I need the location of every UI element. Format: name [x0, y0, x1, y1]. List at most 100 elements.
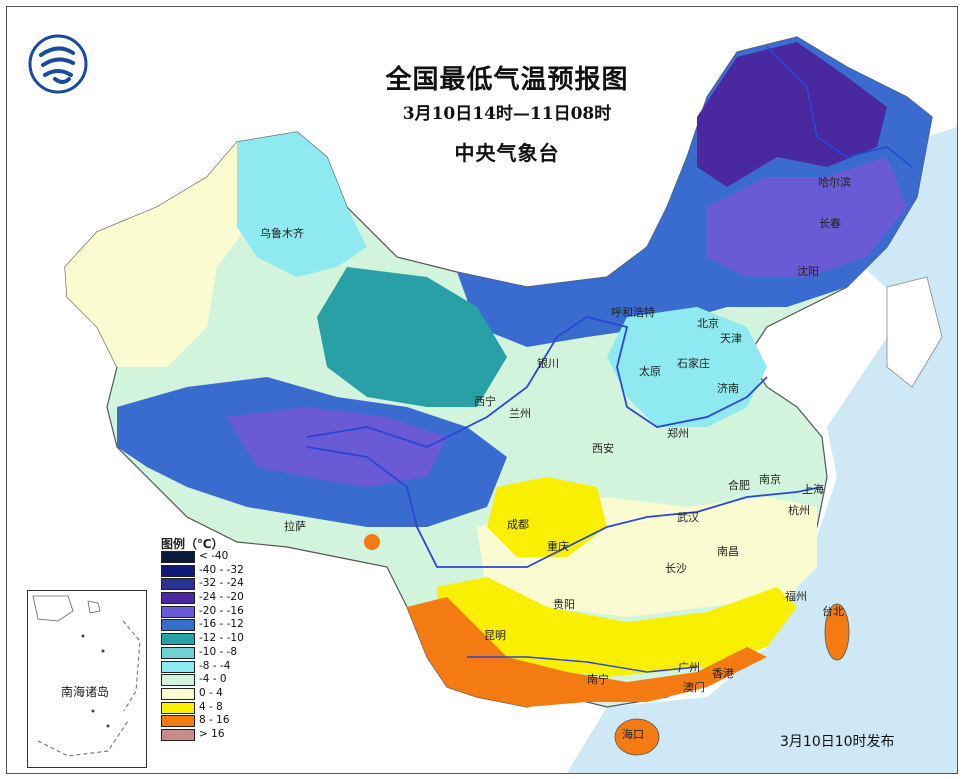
legend-row: 4 - 8	[161, 701, 291, 715]
legend: 图例（℃） < -40 -40 - -32 -32 - -24 -24 - -20 -2…	[161, 535, 291, 742]
legend-label: -16 - -12	[199, 618, 244, 631]
legend-swatch	[161, 605, 195, 618]
city-label: 西安	[592, 442, 614, 455]
zone-northeast-core	[697, 42, 887, 187]
city-label: 南京	[759, 473, 781, 486]
legend-row: -10 - -8	[161, 646, 291, 660]
city-label: 北京	[697, 317, 719, 330]
legend-row: < -40	[161, 550, 291, 564]
issue-time: 3月10日10时发布	[780, 734, 895, 750]
city-label: 昆明	[484, 629, 506, 642]
legend-label: -12 - -10	[199, 632, 244, 645]
legend-row: -12 - -10	[161, 632, 291, 646]
legend-swatch	[161, 687, 195, 700]
legend-label: -20 - -16	[199, 604, 244, 617]
legend-row: 0 - 4	[161, 687, 291, 701]
inset-map	[32, 595, 141, 757]
city-label: 拉萨	[284, 520, 306, 533]
city-label: 石家庄	[677, 357, 710, 370]
legend-swatch	[161, 592, 195, 605]
map-title: 全国最低气温预报图	[385, 65, 629, 95]
city-label: 长沙	[665, 562, 687, 575]
city-label: 兰州	[509, 407, 531, 420]
korean-peninsula	[886, 276, 943, 388]
cma-logo	[28, 34, 88, 94]
city-label: 贵阳	[553, 598, 575, 611]
legend-label: 0 - 4	[199, 686, 223, 699]
city-label: 广州	[678, 661, 700, 674]
legend-swatch	[161, 701, 195, 714]
legend-row: -8 - -4	[161, 660, 291, 674]
legend-swatch	[161, 660, 195, 673]
yangtze-river	[306, 446, 823, 568]
legend-swatch	[161, 715, 195, 728]
legend-row: -24 - -20	[161, 591, 291, 605]
legend-label: 8 - 16	[199, 714, 230, 727]
city-label: 哈尔滨	[818, 176, 851, 189]
city-label: 重庆	[547, 540, 569, 553]
city-label: 乌鲁木齐	[260, 227, 304, 240]
map-subtitle: 3月10日14时—11日08时	[402, 104, 612, 124]
city-label: 成都	[507, 518, 529, 531]
city-label: 济南	[717, 382, 739, 395]
zone-hainan	[614, 718, 660, 756]
legend-swatch	[161, 578, 195, 591]
legend-label: -40 - -32	[199, 563, 244, 576]
city-label: 沈阳	[797, 265, 819, 278]
city-label: 合肥	[728, 479, 750, 492]
legend-row: -16 - -12	[161, 618, 291, 632]
city-label: 海口	[622, 728, 644, 741]
city-label: 台北	[822, 605, 844, 618]
pearl-river	[467, 656, 698, 673]
zone-north-china	[607, 307, 767, 427]
city-label: 杭州	[788, 504, 810, 517]
city-label: 南宁	[587, 673, 609, 686]
city-label: 郑州	[667, 427, 689, 440]
yellow-river	[306, 316, 768, 448]
city-label: 香港	[712, 667, 734, 680]
legend-label: -4 - 0	[199, 673, 227, 686]
city-label: 澳门	[683, 681, 705, 694]
temperature-map	[7, 7, 957, 773]
legend-swatch	[161, 728, 195, 741]
city-label: 南昌	[717, 545, 739, 558]
legend-label: < -40	[199, 550, 229, 562]
legend-label: -32 - -24	[199, 577, 244, 590]
legend-swatch	[161, 551, 195, 563]
city-label: 银川	[537, 357, 559, 370]
city-label: 武汉	[677, 511, 699, 524]
legend-swatch	[161, 619, 195, 632]
legend-row: -40 - -32	[161, 564, 291, 578]
legend-label: -24 - -20	[199, 591, 244, 604]
legend-swatch	[161, 674, 195, 687]
zone-south-yellow	[437, 577, 797, 677]
heilongjiang-river	[766, 46, 913, 168]
legend-row: 8 - 16	[161, 714, 291, 728]
zone-qinghai	[317, 267, 507, 407]
legend-row: -4 - 0	[161, 673, 291, 687]
zone-tibet-core	[227, 407, 447, 487]
city-label: 呼和浩特	[611, 306, 655, 319]
legend-row: > 16	[161, 728, 291, 742]
city-label: 天津	[720, 332, 742, 345]
city-label: 西宁	[474, 395, 496, 408]
legend-label: > 16	[199, 727, 225, 740]
legend-row: -20 - -16	[161, 605, 291, 619]
inset-label: 南海诸岛	[61, 685, 110, 699]
map-agency: 中央气象台	[454, 141, 560, 165]
zone-sichuan-warm	[487, 477, 607, 557]
forecast-map-frame: 全国最低气温预报图 3月10日14时—11日08时 中央气象台 乌鲁木齐 哈尔滨…	[6, 6, 958, 774]
zone-northeast-mid	[707, 157, 907, 277]
legend-swatch	[161, 564, 195, 577]
city-label: 太原	[639, 365, 661, 378]
legend-row: -32 - -24	[161, 577, 291, 591]
south-china-sea-inset: 南海诸岛	[27, 590, 147, 768]
legend-swatch	[161, 633, 195, 646]
city-label: 长春	[819, 217, 841, 230]
sea-area	[567, 127, 957, 773]
legend-swatch	[161, 646, 195, 659]
legend-title: 图例（℃）	[161, 537, 224, 551]
zone-tianshan	[237, 132, 367, 277]
city-label: 福州	[785, 590, 807, 603]
legend-label: -10 - -8	[199, 645, 238, 658]
